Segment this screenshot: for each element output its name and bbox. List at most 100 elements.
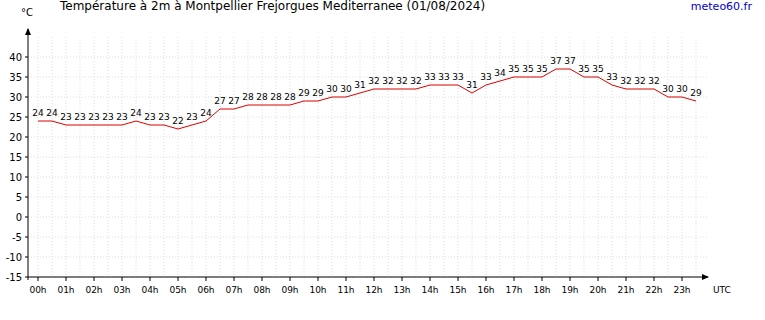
data-label: 33 xyxy=(424,72,435,82)
v-grid xyxy=(402,37,403,277)
x-tick xyxy=(122,277,123,281)
x-tick-label: 09h xyxy=(281,285,298,295)
data-label: 30 xyxy=(676,84,688,94)
x-label: UTC xyxy=(713,285,731,295)
data-label: 31 xyxy=(466,80,477,90)
y-tick xyxy=(25,277,28,278)
x-tick xyxy=(150,277,151,281)
v-grid xyxy=(66,37,67,277)
x-tick-label: 15h xyxy=(449,285,466,295)
data-label: 35 xyxy=(592,64,603,74)
x-tick-label: 03h xyxy=(113,285,130,295)
y-tick xyxy=(25,177,28,178)
y-tick-label: 5 xyxy=(16,192,22,203)
x-tick-label: 16h xyxy=(477,285,494,295)
x-tick-label: 12h xyxy=(365,285,382,295)
x-tick xyxy=(598,277,599,281)
data-label: 23 xyxy=(158,112,169,122)
x-tick xyxy=(486,277,487,281)
y-tick-label: 25 xyxy=(9,112,22,123)
data-label: 33 xyxy=(438,72,449,82)
x-tick-label: 18h xyxy=(533,285,550,295)
x-tick xyxy=(318,277,319,281)
v-grid xyxy=(234,37,235,277)
data-label: 23 xyxy=(60,112,71,122)
data-label: 24 xyxy=(130,108,142,118)
y-label: °C xyxy=(21,7,33,18)
x-tick xyxy=(262,277,263,281)
data-label: 37 xyxy=(550,56,561,66)
v-grid xyxy=(276,37,277,277)
h-grid xyxy=(28,97,708,98)
h-grid xyxy=(28,177,708,178)
x-tick-label: 05h xyxy=(169,285,186,295)
data-label: 35 xyxy=(536,64,547,74)
data-label: 30 xyxy=(340,84,352,94)
x-tick-label: 19h xyxy=(561,285,578,295)
h-grid xyxy=(28,237,708,238)
v-grid xyxy=(150,37,151,277)
x-tick-label: 06h xyxy=(197,285,214,295)
data-label: 30 xyxy=(326,84,338,94)
x-tick xyxy=(682,277,683,281)
y-tick-label: 20 xyxy=(9,132,22,143)
v-grid xyxy=(192,37,193,277)
x-tick-label: 04h xyxy=(141,285,158,295)
x-tick xyxy=(542,277,543,281)
data-label: 23 xyxy=(102,112,113,122)
data-label: 34 xyxy=(494,68,506,78)
data-label: 28 xyxy=(256,92,268,102)
y-tick-label: -15 xyxy=(6,272,22,283)
x-tick-label: 21h xyxy=(617,285,634,295)
x-tick-label: 11h xyxy=(337,285,354,295)
data-label: 32 xyxy=(620,76,631,86)
x-tick xyxy=(178,277,179,281)
x-axis xyxy=(28,277,708,278)
data-label: 23 xyxy=(186,112,197,122)
y-tick xyxy=(25,237,28,238)
y-tick xyxy=(25,257,28,258)
data-label: 28 xyxy=(242,92,254,102)
data-label: 30 xyxy=(662,84,674,94)
x-arrow xyxy=(702,274,709,280)
x-tick-label: 08h xyxy=(253,285,270,295)
y-tick xyxy=(25,97,28,98)
x-tick-label: 01h xyxy=(57,285,74,295)
data-label: 33 xyxy=(606,72,617,82)
data-label: 32 xyxy=(382,76,393,86)
y-tick-label: 0 xyxy=(16,212,22,223)
chart: -15-10-5051015202530354000h01h02h03h04h0… xyxy=(0,0,765,320)
data-label: 27 xyxy=(214,96,225,106)
data-label: 29 xyxy=(298,88,310,98)
v-grid xyxy=(360,37,361,277)
data-label: 28 xyxy=(270,92,282,102)
data-label: 23 xyxy=(116,112,127,122)
y-tick xyxy=(25,137,28,138)
y-tick-label: 35 xyxy=(9,72,22,83)
x-tick xyxy=(654,277,655,281)
x-tick-label: 14h xyxy=(421,285,438,295)
x-tick-label: 13h xyxy=(393,285,410,295)
y-tick-label: 10 xyxy=(9,172,22,183)
data-label: 33 xyxy=(452,72,463,82)
x-tick xyxy=(458,277,459,281)
y-arrow xyxy=(25,28,31,35)
y-tick-label: 30 xyxy=(9,92,22,103)
y-tick xyxy=(25,157,28,158)
data-label: 32 xyxy=(396,76,407,86)
x-tick xyxy=(514,277,515,281)
h-grid xyxy=(28,57,708,58)
x-tick-label: 22h xyxy=(645,285,662,295)
x-tick-label: 00h xyxy=(29,285,46,295)
x-tick xyxy=(290,277,291,281)
x-tick-label: 07h xyxy=(225,285,242,295)
x-tick xyxy=(626,277,627,281)
x-tick-label: 23h xyxy=(673,285,690,295)
y-tick-label: 40 xyxy=(9,52,22,63)
data-label: 33 xyxy=(480,72,491,82)
data-label: 22 xyxy=(172,116,183,126)
x-tick-label: 02h xyxy=(85,285,102,295)
x-tick xyxy=(234,277,235,281)
x-tick xyxy=(402,277,403,281)
data-label: 29 xyxy=(312,88,324,98)
